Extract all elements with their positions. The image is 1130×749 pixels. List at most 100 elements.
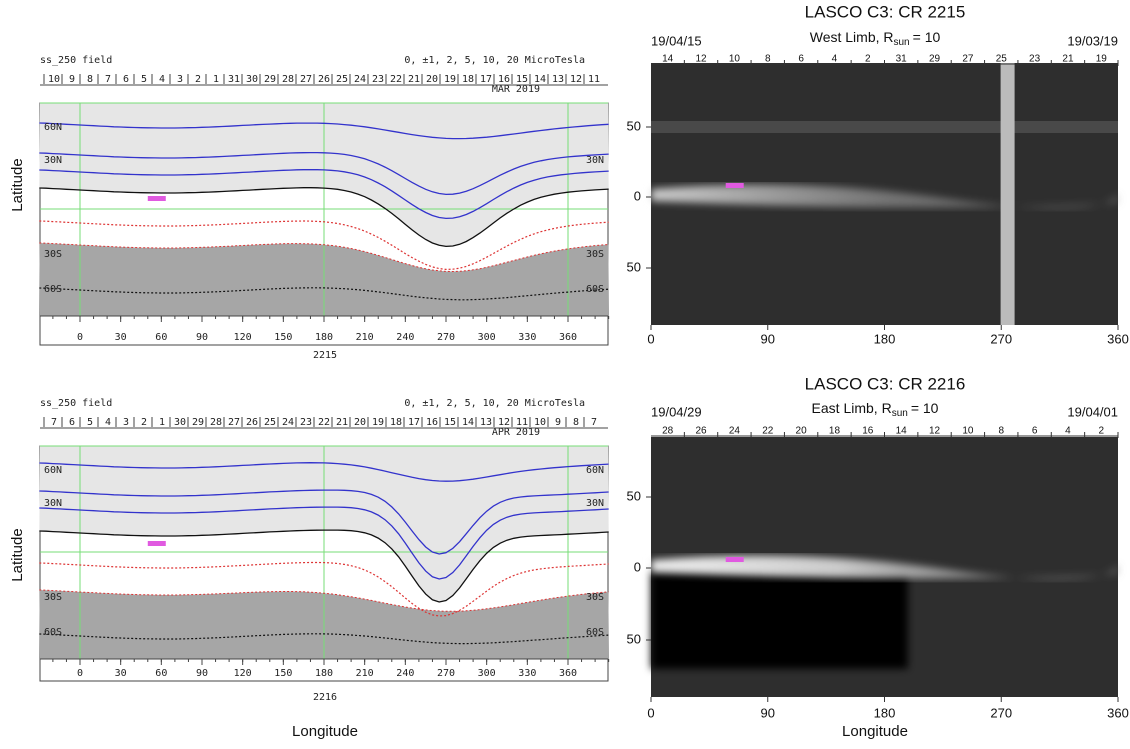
top-tick-label: 2: [1099, 426, 1105, 437]
top-tick-label: 2: [865, 54, 871, 65]
lat-label: 60S: [44, 284, 62, 295]
x-tick-label: 210: [356, 668, 374, 679]
top-tick-label: 29: [264, 74, 276, 85]
top-tick-label: 12: [570, 74, 582, 85]
top-tick-label: 12: [929, 426, 941, 437]
top-tick-label: 1: [213, 74, 219, 85]
top-tick-label: 3: [123, 417, 129, 428]
x-tick-label: 360: [559, 668, 577, 679]
date-right: 19/03/19: [1067, 33, 1118, 48]
neutral-line: [39, 529, 609, 603]
x-tick-label: 180: [315, 668, 333, 679]
top-tick-label: 19: [444, 74, 456, 85]
date-label: MAR 2019: [492, 84, 540, 95]
top-tick-label: 18: [390, 417, 402, 428]
contour: [39, 151, 609, 196]
header-left: ss_250 field: [40, 398, 112, 409]
top-tick-label: 11: [588, 74, 600, 85]
axis-box: [39, 315, 609, 346]
top-tick-label: 22: [390, 74, 402, 85]
neutral-line: [39, 187, 609, 248]
top-tick-label: 30: [174, 417, 186, 428]
contour: [39, 220, 609, 271]
x-tick-label: 180: [874, 331, 896, 346]
subtitle-suffix: = 10: [911, 400, 939, 416]
x-tick-label: 180: [315, 332, 333, 343]
top-tick-label: 31: [896, 54, 908, 65]
date-right: 19/04/01: [1067, 404, 1118, 419]
top-tick-label: 8: [765, 54, 771, 65]
contour: [39, 561, 609, 617]
x-tick-label: 240: [396, 668, 414, 679]
top-tick-label: 23: [372, 74, 384, 85]
top-tick-label: 20: [426, 74, 438, 85]
top-tick-label: 18: [462, 74, 474, 85]
x-tick-label: 120: [234, 668, 252, 679]
subtitle-subscript: sun: [894, 37, 910, 48]
header-left: ss_250 field: [40, 55, 112, 66]
x-tick-label: 120: [234, 332, 252, 343]
lat-label: 30N: [44, 155, 62, 166]
top-tick-label: 10: [729, 54, 741, 65]
y-tick-label: 50: [627, 259, 641, 274]
top-tick-label: 22: [762, 426, 774, 437]
top-tick-label: 4: [159, 74, 165, 85]
y-axis-label: Latitude: [9, 528, 26, 581]
x-tick-label: 90: [196, 332, 208, 343]
top-tick-label: 14: [462, 417, 474, 428]
footer: 2216: [313, 692, 337, 703]
contour: [39, 462, 609, 482]
top-tick-label: 24: [729, 426, 741, 437]
top-tick-label: 8: [573, 417, 579, 428]
contour: [39, 168, 609, 220]
top-tick-label: 8: [998, 426, 1004, 437]
top-tick-label: 10: [48, 74, 60, 85]
top-tick-label: 6: [798, 54, 804, 65]
contour: [39, 589, 609, 612]
contour: [39, 489, 609, 555]
top-tick-label: 14: [896, 426, 908, 437]
top-tick-label: 8: [87, 74, 93, 85]
top-tick-label: 27: [300, 74, 312, 85]
x-tick-label: 60: [155, 668, 167, 679]
top-tick-label: 16: [862, 426, 874, 437]
top-tick-label: 27: [962, 54, 974, 65]
top-tick-label: 2: [141, 417, 147, 428]
header-right: 0, ±1, 2, 5, 10, 20 MicroTesla: [404, 55, 585, 66]
top-tick-label: 9: [555, 417, 561, 428]
image-title: LASCO C3: CR 2216: [805, 374, 966, 393]
noise-band: [651, 121, 1118, 133]
x-tick-label: 150: [274, 668, 292, 679]
x-tick-label: 30: [115, 668, 127, 679]
top-tick-label: 15: [516, 74, 528, 85]
y-axis-label: Latitude: [9, 158, 26, 211]
top-tick-label: 11: [516, 417, 528, 428]
x-tick-label: 330: [518, 668, 536, 679]
lat-label: 60N: [44, 122, 62, 133]
top-tick-label: 10: [962, 426, 974, 437]
contour: [39, 506, 609, 580]
marker: [725, 183, 744, 188]
lat-label: 30N: [586, 155, 604, 166]
date-left: 19/04/29: [651, 404, 702, 419]
lat-label: 30S: [586, 249, 604, 260]
x-tick-label: 270: [437, 332, 455, 343]
lat-label: 30S: [44, 249, 62, 260]
lat-label: 60S: [44, 627, 62, 638]
top-tick-label: 30: [246, 74, 258, 85]
y-tick-label: 50: [627, 118, 641, 133]
top-tick-label: 29: [192, 417, 204, 428]
x-tick-label: 0: [77, 332, 83, 343]
subtitle-suffix: = 10: [913, 29, 941, 45]
x-tick-label: 270: [990, 705, 1012, 720]
x-tick-label: 300: [478, 668, 496, 679]
x-tick-label: 0: [77, 668, 83, 679]
top-tick-label: 12: [498, 417, 510, 428]
top-tick-label: 20: [354, 417, 366, 428]
top-tick-label: 13: [552, 74, 564, 85]
top-tick-label: 1: [159, 417, 165, 428]
x-tick-label: 360: [559, 332, 577, 343]
top-tick-label: 14: [662, 54, 674, 65]
contour: [39, 287, 609, 301]
